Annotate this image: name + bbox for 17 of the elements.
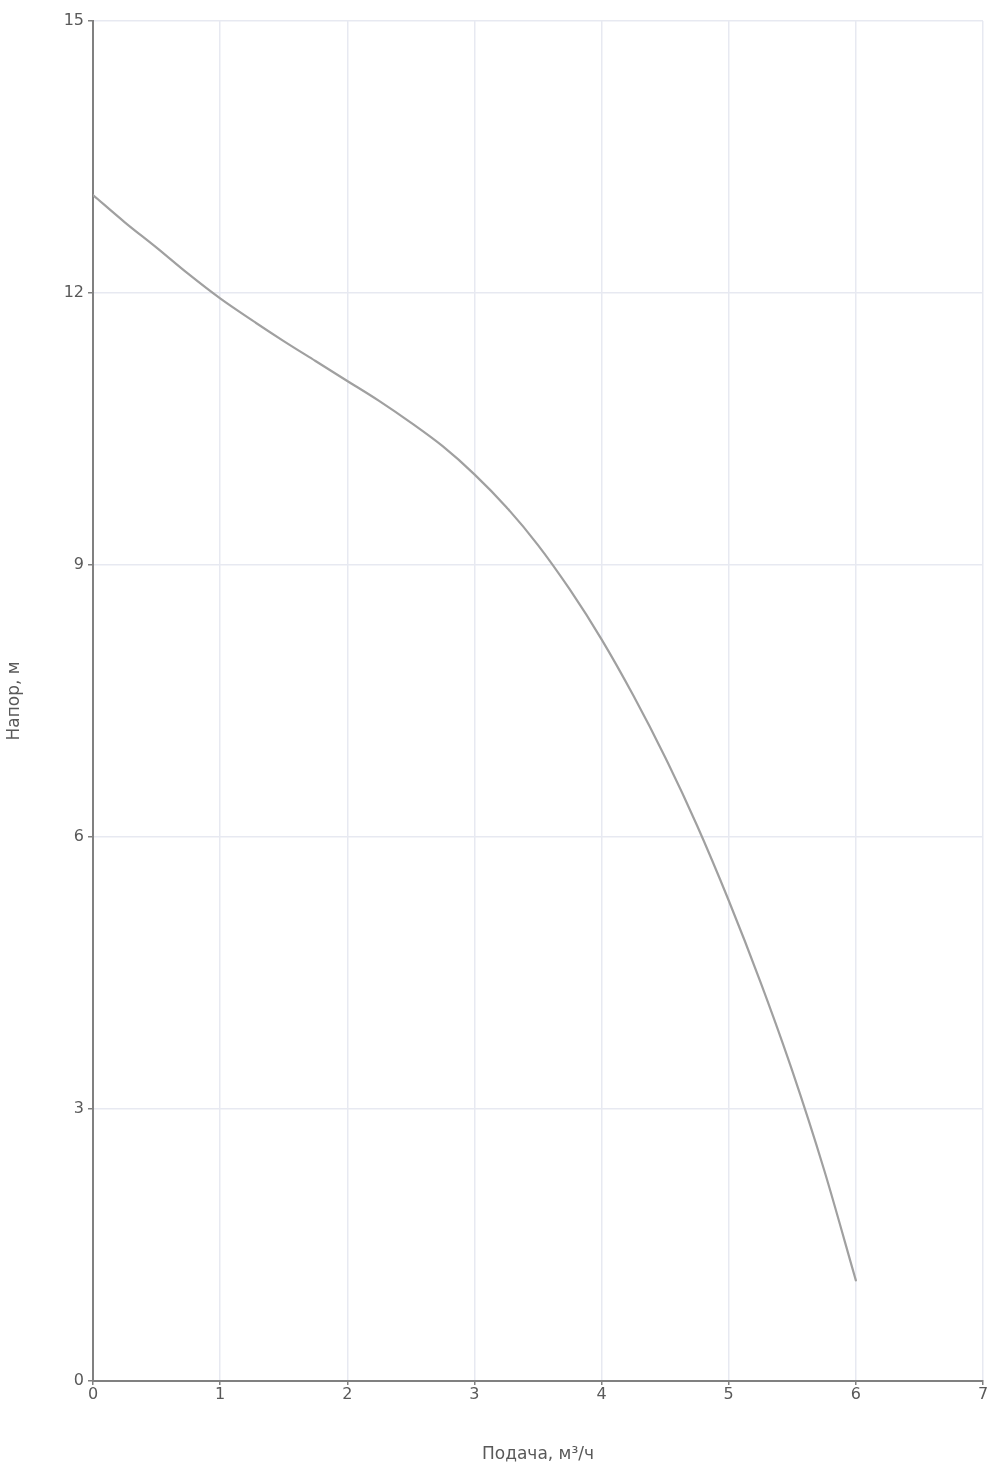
y-axis-title: Напор, м bbox=[2, 661, 23, 741]
x-tick-label: 2 bbox=[342, 1383, 353, 1403]
x-tick-label: 6 bbox=[850, 1383, 861, 1403]
x-tick-label: 5 bbox=[723, 1383, 734, 1403]
y-tick-label: 15 bbox=[63, 10, 84, 30]
line-series bbox=[93, 193, 857, 1282]
y-tick-label: 12 bbox=[63, 282, 84, 302]
y-tick-label: 0 bbox=[73, 1370, 84, 1390]
x-axis-title: Подача, м³/ч bbox=[481, 1443, 595, 1464]
x-tick-label: 4 bbox=[596, 1383, 607, 1403]
y-tick-label: 3 bbox=[73, 1098, 84, 1118]
y-tick-label: 6 bbox=[73, 826, 84, 846]
x-tick-label: 7 bbox=[977, 1383, 989, 1403]
x-tick-label: 3 bbox=[469, 1383, 480, 1403]
x-tick-label: 1 bbox=[215, 1383, 226, 1403]
x-tick-label: 0 bbox=[87, 1383, 99, 1403]
y-tick-label: 9 bbox=[73, 554, 84, 574]
